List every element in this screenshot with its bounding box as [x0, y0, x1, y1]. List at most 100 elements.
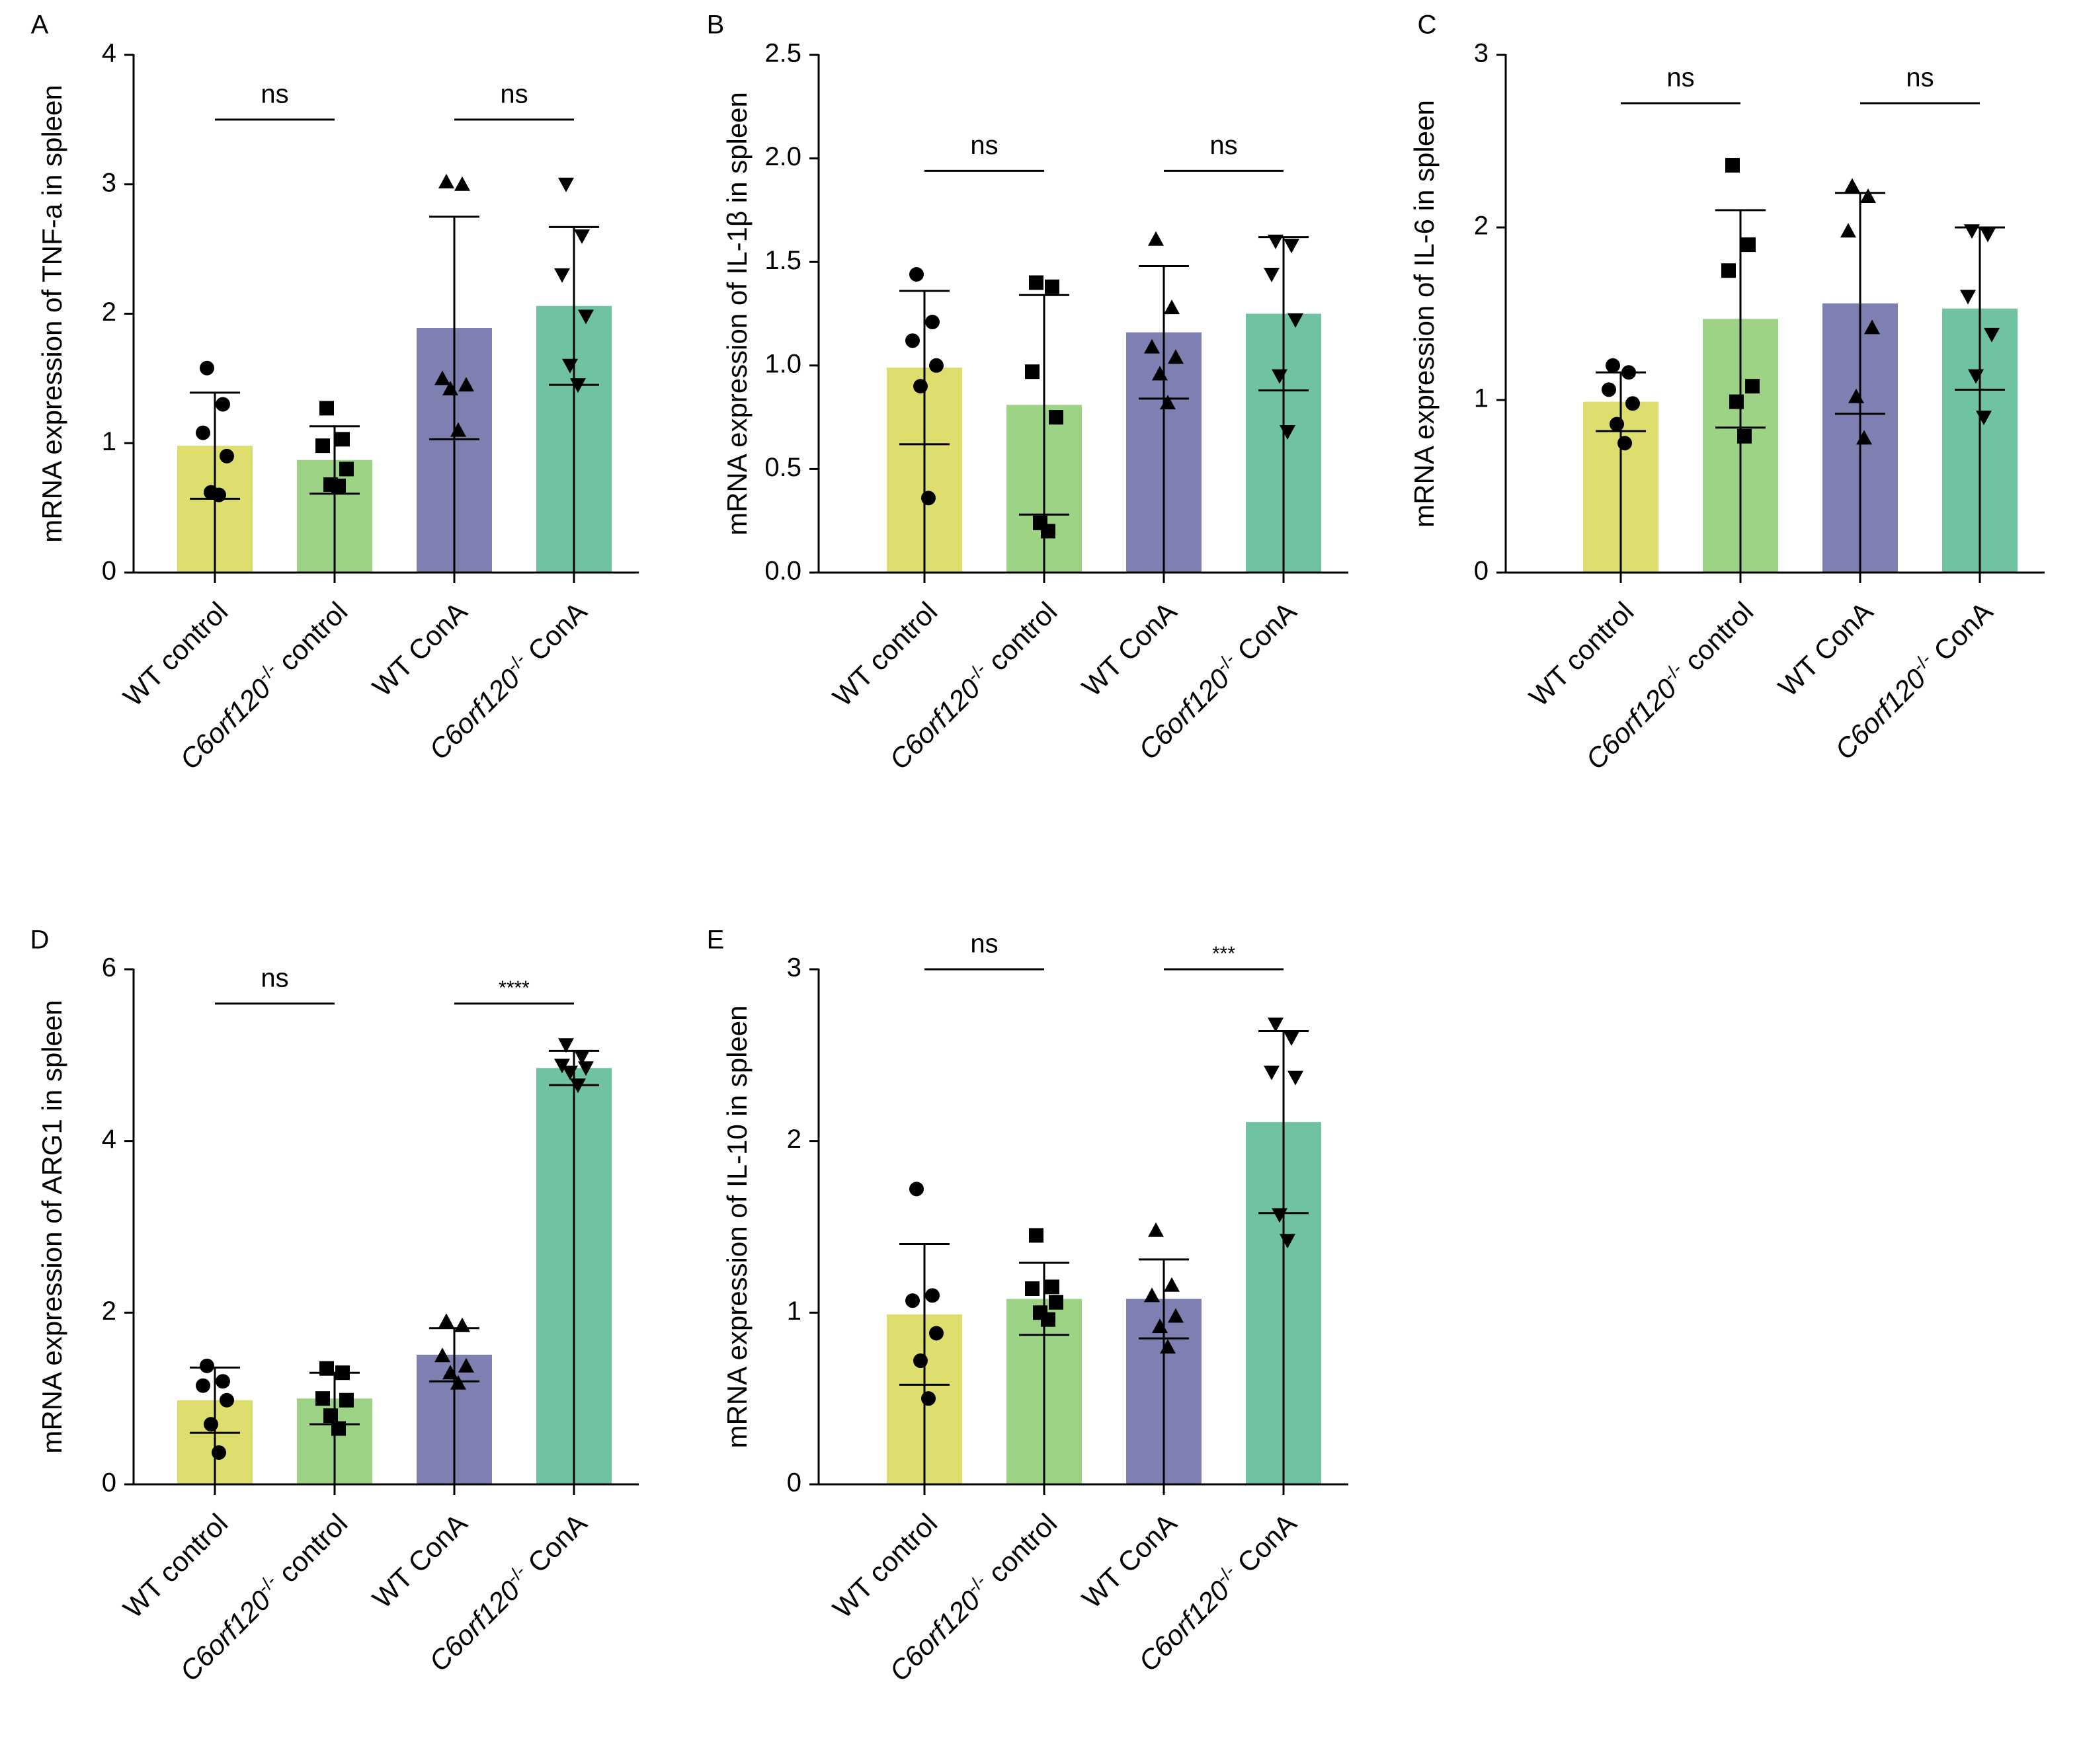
error-bar — [1955, 226, 2005, 583]
data-point — [1284, 239, 1299, 254]
error-bar — [899, 290, 950, 583]
significance-bracket: *** — [1164, 943, 1284, 971]
data-point — [1602, 382, 1616, 397]
data-point — [1606, 358, 1620, 373]
y-tick-label: 4 — [102, 39, 116, 68]
y-tick-label: 2 — [102, 1297, 116, 1326]
error-bar — [429, 216, 479, 583]
y-axis-label: mRNA expression of IL-10 in spleen — [721, 1005, 753, 1448]
data-point — [1960, 290, 1976, 305]
panel-D: D 0 2 4 6 mRNA expression of ARG1 in spleen WT… — [30, 926, 639, 1687]
significance-label: ns — [261, 963, 288, 992]
data-point — [339, 461, 354, 477]
category-suffix: ConA — [1226, 1507, 1303, 1584]
data-point — [434, 1347, 450, 1363]
data-point — [450, 422, 466, 437]
y-tick-label: 3 — [1474, 39, 1489, 68]
data-point — [331, 478, 346, 493]
data-point — [1621, 365, 1636, 380]
category-suffix: control — [1673, 596, 1760, 682]
data-point — [1284, 1031, 1299, 1046]
panel-letter: A — [31, 11, 49, 40]
data-point — [200, 360, 214, 376]
data-point — [319, 1361, 334, 1376]
data-point — [1264, 267, 1280, 282]
data-point — [562, 1065, 578, 1080]
data-point — [216, 1374, 230, 1389]
y-tick-label: 2.0 — [764, 142, 801, 171]
y-tick-label: 4 — [102, 1125, 116, 1154]
data-point — [450, 1375, 466, 1390]
data-point — [1280, 425, 1295, 440]
category-label: WT control — [827, 596, 943, 712]
y-tick-label: 1.0 — [764, 349, 801, 378]
significance-label: ns — [261, 79, 288, 108]
category-prefix: C6orf120 — [174, 1584, 277, 1687]
category-label: WT control — [1523, 596, 1639, 712]
y-tick-label: 3 — [787, 953, 801, 982]
category-suffix: control — [267, 596, 354, 682]
significance-bracket: ns — [215, 79, 335, 121]
category-suffix: control — [857, 596, 944, 682]
data-point — [216, 397, 230, 412]
y-tick-label: 1 — [787, 1297, 801, 1326]
category-suffix: ConA — [516, 1507, 593, 1584]
data-point — [929, 358, 944, 373]
data-point — [1737, 428, 1752, 444]
panel-letter: C — [1418, 11, 1437, 40]
category-suffix: ConA — [1803, 596, 1879, 672]
significance-bracket: ns — [454, 79, 574, 121]
data-point — [1160, 395, 1176, 410]
panel-A: A 0 1 2 3 4 mRNA expression of TNF-a in spleen… — [31, 11, 639, 776]
y-tick-label: 1 — [102, 427, 116, 456]
category-suffix: control — [147, 1507, 234, 1594]
category-suffix: ConA — [516, 596, 593, 672]
data-point — [1268, 234, 1284, 249]
data-point — [570, 378, 586, 393]
data-point — [200, 1358, 214, 1373]
category-suffix: control — [857, 1507, 944, 1594]
data-point — [323, 1408, 338, 1423]
data-point — [1844, 178, 1860, 193]
category-suffix: ConA — [1922, 596, 1999, 672]
y-tick-label: 0.5 — [764, 453, 801, 482]
y-tick-label: 2 — [102, 298, 116, 327]
significance-label: ns — [970, 930, 998, 959]
data-point — [212, 487, 226, 502]
significance-label: ns — [970, 131, 998, 160]
data-point — [570, 1078, 586, 1094]
y-axis-label: mRNA expression of IL-1β in spleen — [721, 92, 753, 536]
data-point — [1045, 1279, 1059, 1295]
data-point — [1045, 279, 1059, 294]
y-tick-label: 1.5 — [764, 246, 801, 275]
data-point — [1272, 369, 1287, 384]
category-prefix: C6orf120 — [423, 1574, 526, 1677]
data-point — [1148, 231, 1164, 246]
data-point — [212, 1445, 226, 1460]
category-suffix: ConA — [1106, 1507, 1183, 1584]
data-point — [1964, 224, 1980, 239]
data-point — [921, 491, 936, 506]
significance-label: **** — [499, 977, 530, 999]
data-point — [1272, 1208, 1287, 1223]
data-point — [1741, 237, 1756, 253]
data-point — [1287, 313, 1303, 328]
data-point — [438, 1313, 454, 1328]
category-suffix: control — [977, 596, 1063, 682]
category-label: WT ConA — [1076, 1507, 1182, 1614]
data-point — [1049, 1295, 1063, 1310]
significance-label: ns — [1906, 63, 1934, 93]
category-prefix: C6orf120 — [1829, 662, 1932, 766]
error-bar — [190, 1366, 240, 1495]
data-point — [1041, 1312, 1055, 1327]
data-point — [905, 333, 920, 348]
error-bar — [1019, 1262, 1069, 1495]
category-label: WT control — [117, 1507, 233, 1624]
significance-bracket: ns — [1860, 63, 1980, 104]
data-point — [913, 379, 928, 394]
data-point — [196, 425, 210, 440]
error-bar — [1139, 1258, 1189, 1495]
data-point — [1164, 300, 1180, 315]
data-point — [1025, 1281, 1040, 1296]
data-point — [1729, 394, 1744, 409]
